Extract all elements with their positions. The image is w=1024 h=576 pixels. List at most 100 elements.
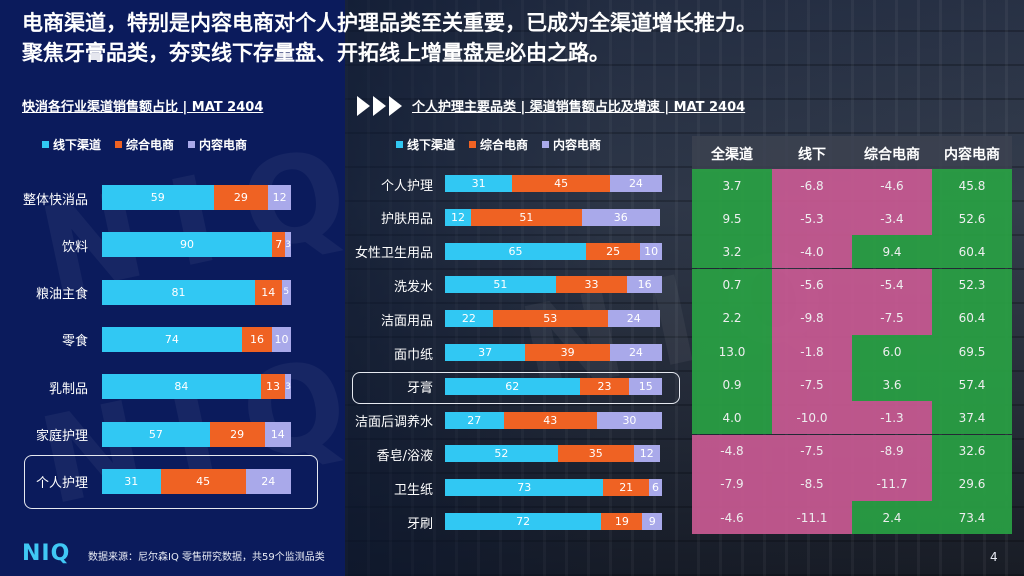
bar-segment-offline: 27 (445, 411, 504, 429)
bar-segment-offline: 59 (102, 185, 214, 210)
legend-swatch-ecom (115, 141, 123, 148)
bar-segment-content: 30 (596, 411, 662, 429)
data-label: 84 (174, 380, 189, 394)
table-column-header: 内容电商 (932, 136, 1012, 172)
data-label: 9 (648, 515, 656, 528)
table-cell: -6.8 (772, 169, 852, 202)
bar-segment-ecom: 43 (503, 411, 597, 429)
table-cell: -9.8 (772, 301, 852, 335)
category-label: 洁面后调养水 (354, 415, 433, 431)
arrow-icon (373, 96, 386, 116)
data-label: 21 (619, 481, 634, 495)
bar-segment-offline: 51 (445, 276, 556, 294)
bar-segment-content: 10 (640, 242, 662, 260)
table-cell: 52.6 (932, 202, 1012, 236)
left-legend: 线下渠道 综合电商 内容电商 (42, 136, 247, 153)
title-line-2: 聚焦牙膏品类，夯实线下存量盘、开拓线上增量盘是必由之路。 (22, 41, 610, 65)
table-cell: -5.3 (772, 202, 852, 236)
bar-segment-ecom: 25 (586, 242, 641, 260)
table-cell: -5.4 (852, 268, 932, 302)
bar-segment-content: 12 (268, 185, 291, 210)
data-label: 3 (285, 239, 291, 250)
bar-segment-content: 6 (648, 479, 662, 497)
bar-segment-offline: 37 (445, 344, 526, 361)
legend-label: 线下渠道 (53, 138, 102, 152)
bar-segment-ecom: 51 (471, 208, 582, 226)
table-cell: 3.7 (692, 169, 772, 202)
data-source-note: 数据来源：尼尔森IQ 零售研究数据，共59个监测品类 (88, 552, 325, 563)
legend-label: 内容电商 (553, 138, 602, 152)
table-cell: 2.2 (692, 301, 772, 335)
table-cell: 3.6 (852, 368, 932, 402)
data-label: 14 (261, 285, 276, 299)
table-cell: 37.4 (932, 401, 1012, 435)
bar-segment-content: 16 (627, 276, 662, 294)
bar-segment-offline: 81 (102, 279, 256, 305)
data-label: 51 (519, 210, 534, 224)
bar-segment-ecom: 14 (255, 279, 282, 305)
bar-segment-offline: 90 (102, 232, 273, 258)
bar-segment-offline: 31 (445, 175, 513, 192)
bar-segment-ecom: 21 (603, 479, 649, 497)
legend-item: 内容电商 (188, 136, 247, 153)
data-label: 3 (285, 381, 291, 392)
legend-item: 综合电商 (115, 136, 174, 153)
data-label: 16 (249, 332, 264, 346)
data-label: 5 (283, 287, 290, 298)
bar-segment-ecom: 45 (160, 468, 246, 494)
table-cell: -7.9 (692, 467, 772, 501)
data-label: 15 (638, 379, 653, 393)
table-cell: -8.9 (852, 434, 932, 468)
data-label: 13 (266, 380, 281, 394)
table-cell: -4.6 (692, 501, 772, 534)
table-cell: 45.8 (932, 169, 1012, 202)
data-label: 24 (628, 177, 643, 190)
data-label: 43 (543, 413, 558, 427)
bar-segment-content: 14 (264, 421, 291, 447)
bar-segment-content: 12 (633, 445, 660, 463)
data-label: 29 (233, 191, 248, 204)
bar-segment-offline: 57 (102, 421, 210, 447)
legend-item: 内容电商 (542, 136, 601, 153)
data-label: 52 (494, 447, 509, 461)
bar-segment-ecom: 16 (241, 326, 273, 352)
bar-segment-ecom: 23 (579, 377, 630, 395)
bar-segment-content: 36 (581, 208, 660, 226)
bar-segment-ecom: 33 (555, 276, 628, 294)
bar-segment-offline: 22 (445, 310, 493, 328)
table-cell: -7.5 (772, 434, 852, 468)
data-label: 51 (493, 278, 508, 292)
highlight-frame-toothpaste (352, 372, 680, 404)
table-cell: 2.4 (852, 501, 932, 534)
legend-label: 内容电商 (199, 138, 248, 152)
table-column-header: 全渠道 (692, 136, 772, 172)
table-cell: -4.6 (852, 169, 932, 202)
table-cell: 6.0 (852, 335, 932, 368)
bar-segment-offline: 73 (445, 479, 604, 497)
bar-segment-offline: 62 (445, 377, 580, 395)
category-label: 整体快消品 (22, 192, 88, 208)
table-cell: 9.4 (852, 235, 932, 269)
data-label: 12 (451, 210, 466, 224)
table-cell: -1.8 (772, 335, 852, 368)
table-cell: -7.5 (772, 368, 852, 402)
title-line-1: 电商渠道，特别是内容电商对个人护理品类至关重要，已成为全渠道增长推力。 (22, 11, 757, 35)
data-label: 24 (628, 346, 643, 359)
table-cell: -8.5 (772, 467, 852, 501)
legend-label: 综合电商 (480, 138, 529, 152)
table-cell: 60.4 (932, 235, 1012, 269)
legend-swatch-content (188, 141, 196, 148)
data-label: 10 (274, 332, 289, 346)
bar-segment-offline: 84 (102, 374, 261, 400)
data-label: 62 (505, 379, 520, 393)
bar-segment-content: 3 (285, 232, 291, 258)
data-label: 39 (560, 346, 575, 359)
category-label: 粮油主食 (35, 287, 88, 303)
bar-segment-offline: 52 (445, 445, 558, 463)
data-label: 72 (516, 515, 531, 528)
bar-segment-content: 24 (245, 468, 291, 494)
table-cell: 69.5 (932, 335, 1012, 368)
right-legend: 线下渠道 综合电商 内容电商 (396, 136, 601, 153)
data-label: 65 (508, 244, 523, 258)
bar-segment-content: 10 (272, 326, 291, 352)
